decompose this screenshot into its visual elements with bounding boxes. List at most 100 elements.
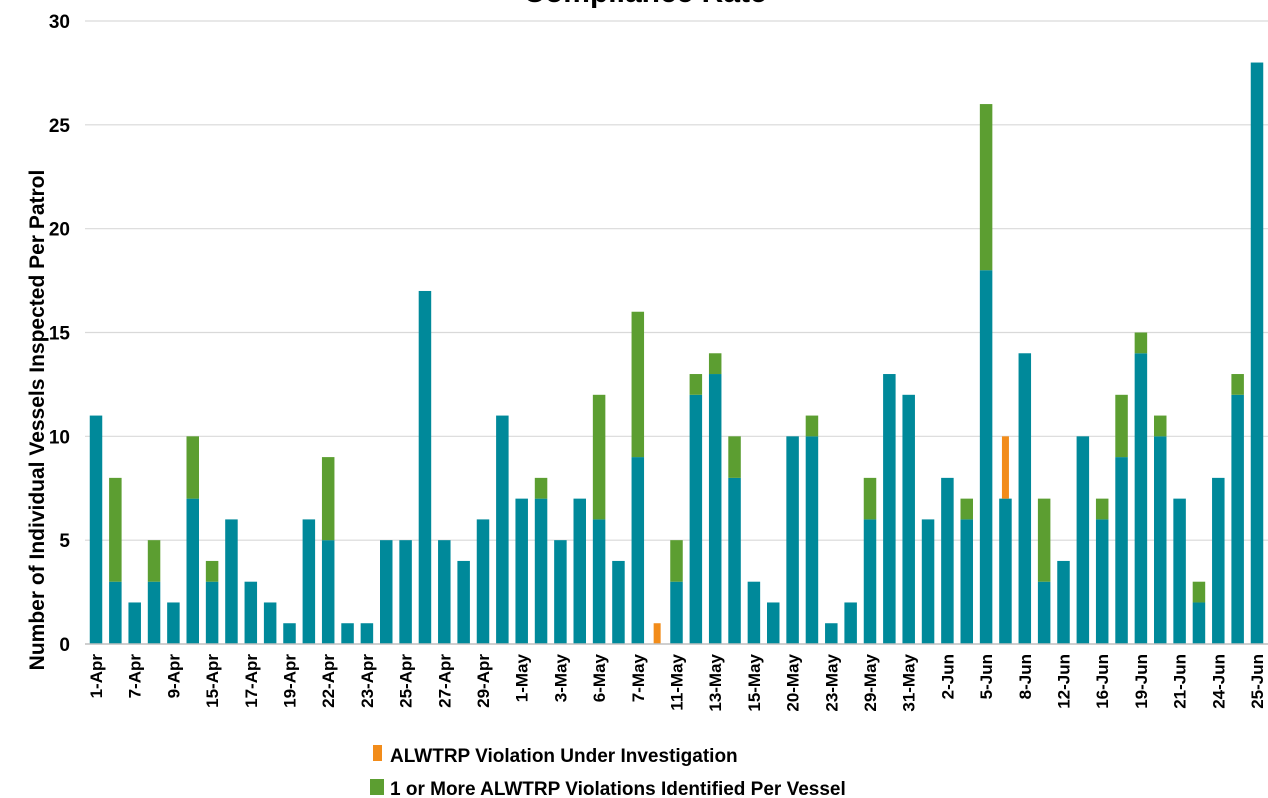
x-tick-label: 9-Apr (164, 654, 183, 699)
bar-segment-green (1115, 394, 1128, 458)
x-tick-label: 15-May (745, 653, 764, 711)
x-tick-label: 7-May (629, 653, 648, 702)
bar-segment-teal (999, 498, 1012, 644)
bar-segment-teal (786, 436, 799, 644)
bar-segment-green (960, 498, 973, 520)
bar-segment-teal (167, 602, 180, 644)
legend-swatch-orange (373, 745, 382, 761)
bar-segment-green (592, 394, 606, 520)
x-tick-label: 1-Apr (87, 654, 106, 699)
bar-segment-teal (941, 477, 954, 644)
y-tick-label: 10 (49, 427, 70, 448)
legend-label-orange: ALWTRP Violation Under Investigation (390, 746, 738, 767)
bar-segment-green (321, 457, 335, 541)
bar-segment-green (805, 415, 819, 437)
bar-segment-teal (631, 457, 645, 644)
bar-segment-teal (767, 602, 780, 644)
x-tick-label: 13-May (706, 653, 725, 711)
bar-segment-teal (612, 560, 625, 644)
bar-segment-teal (747, 581, 761, 644)
legend: ALWTRP Violation Under Investigation 1 o… (370, 745, 846, 798)
bar-segment-teal (302, 519, 316, 644)
x-tick-label: 21-Jun (1171, 654, 1190, 709)
x-tick-label: 6-May (590, 653, 609, 702)
x-tick-label: 1-May (513, 653, 532, 702)
bar-segment-teal (1037, 581, 1051, 644)
y-tick-label: 15 (49, 324, 71, 345)
x-tick-label: 3-May (551, 653, 570, 702)
bar-segment-teal (186, 498, 199, 644)
bar-segment-teal (1173, 498, 1186, 644)
bar-segment-teal (283, 623, 296, 644)
x-tick-label: 25-Apr (397, 654, 416, 708)
bar-segment-teal (1212, 477, 1225, 644)
bar-segment-teal (844, 602, 857, 644)
bar-segment-teal (1095, 519, 1109, 644)
bar-segment-teal (399, 540, 412, 644)
y-axis-ticks: 0 5 10 15 20 25 30 (49, 12, 71, 656)
bar-segment-teal (438, 540, 451, 644)
bar-segment-teal (1154, 436, 1167, 644)
bar-segment-teal (728, 477, 741, 644)
bar-segment-green (708, 353, 722, 375)
x-tick-label: 29-Apr (474, 654, 493, 708)
x-tick-label: 24-Jun (1209, 654, 1228, 709)
bar-segment-teal (1192, 602, 1206, 644)
bar-segment-teal (244, 581, 258, 644)
bar-segment-teal (883, 374, 896, 644)
x-axis-ticks: 1-Apr 7-Apr 9-Apr 15-Apr 17-Apr 19-Apr 22-Apr 2… (87, 653, 1267, 711)
bar-segment-orange (653, 623, 661, 644)
gridlines (85, 20, 1268, 541)
bar-segment-teal (534, 498, 548, 644)
bar-segment-teal (360, 623, 374, 644)
x-tick-label: 15-Apr (203, 654, 222, 708)
x-tick-label: 31-May (900, 653, 919, 711)
bar-segment-teal (1115, 457, 1128, 644)
bar-segment-teal (921, 519, 935, 644)
x-tick-label: 2-Jun (938, 654, 957, 699)
bar-segment-green (186, 436, 199, 499)
x-tick-label: 27-Apr (435, 654, 454, 708)
bar-segment-teal (979, 270, 993, 644)
bar-segment-teal (515, 498, 528, 644)
bar-segment-green (109, 477, 122, 582)
bar-segment-teal (147, 581, 161, 644)
bar-segment-green (979, 104, 993, 271)
bar-segment-teal (554, 540, 567, 644)
bar-segment-teal (205, 581, 219, 644)
bar-segment-green (1037, 498, 1051, 582)
bar-segment-teal (496, 415, 509, 644)
bar-segment-teal (418, 290, 432, 644)
y-tick-label: 30 (49, 12, 70, 33)
bar-segment-green (631, 311, 645, 458)
bar-segment-teal (321, 540, 335, 644)
bar-segment-teal (670, 581, 683, 644)
bar-segment-teal (128, 602, 141, 644)
x-tick-label: 17-Apr (242, 654, 261, 708)
bar-segment-green (1231, 374, 1244, 395)
x-tick-label: 16-Jun (1093, 654, 1112, 709)
chart-title: Compliance Rate (523, 0, 766, 9)
bar-segment-teal (1018, 353, 1032, 644)
bar-segment-teal (1076, 436, 1090, 644)
x-tick-label: 7-Apr (126, 654, 145, 699)
y-tick-label: 5 (59, 531, 70, 552)
bar-segment-green (670, 540, 683, 582)
x-tick-label: 19-Jun (1132, 654, 1151, 709)
bars (89, 62, 1264, 645)
bar-segment-green (1095, 498, 1109, 520)
x-tick-label: 8-Jun (1016, 654, 1035, 699)
bar-segment-green (1154, 415, 1167, 437)
bar-segment-orange (1001, 436, 1009, 499)
bar-segment-teal (1134, 353, 1148, 644)
bar-segment-teal (476, 519, 490, 644)
bar-segment-green (205, 560, 219, 582)
bar-segment-teal (708, 374, 722, 644)
bar-segment-teal (341, 623, 354, 644)
bar-segment-teal (380, 540, 393, 644)
legend-label-green: 1 or More ALWTRP Violations Identified P… (390, 779, 846, 798)
bar-segment-teal (592, 519, 606, 644)
x-tick-label: 5-Jun (977, 654, 996, 699)
x-tick-label: 25-Jun (1248, 654, 1267, 709)
